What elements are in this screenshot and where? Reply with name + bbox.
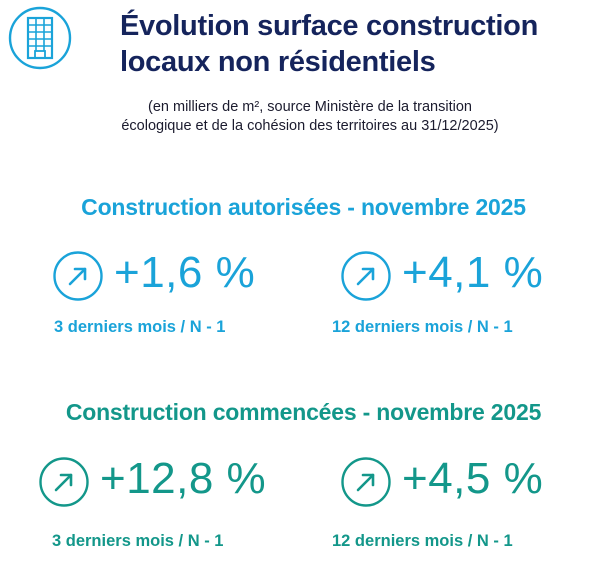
- figure-authorized-3-months: +1,6 % 3 derniers mois / N - 1: [52, 248, 312, 350]
- title-line-1: Évolution surface construction: [120, 10, 538, 42]
- figure-value: +12,8 %: [100, 454, 267, 503]
- page-title: Évolution surface construction locaux no…: [120, 8, 538, 80]
- figure-value: +1,6 %: [114, 248, 256, 297]
- arrow-up-right-circle-icon: [341, 457, 391, 507]
- figure-started-3-months: +12,8 % 3 derniers mois / N - 1: [38, 454, 298, 556]
- source-note-line-1: (en milliers de m², source Ministère de …: [148, 99, 472, 115]
- figure-authorized-12-months: +4,1 % 12 derniers mois / N - 1: [332, 248, 600, 350]
- figure-caption: 3 derniers mois / N - 1: [54, 318, 226, 336]
- office-building-icon: [8, 6, 72, 70]
- arrow-up-right-circle-icon: [341, 251, 391, 301]
- title-line-2: locaux non résidentiels: [120, 46, 436, 78]
- header: Évolution surface construction locaux no…: [8, 6, 598, 86]
- arrow-up-right-circle-icon: [53, 251, 103, 301]
- arrow-up-right-circle-icon: [39, 457, 89, 507]
- section-title-authorized: Construction autorisées - novembre 2025: [81, 194, 526, 220]
- source-note: (en milliers de m², source Ministère de …: [30, 98, 590, 136]
- figure-value: +4,1 %: [402, 248, 544, 297]
- source-note-line-2: écologique et de la cohésion des territo…: [121, 118, 499, 134]
- section-title-started: Construction commencées - novembre 2025: [65, 399, 542, 425]
- figure-caption: 12 derniers mois / N - 1: [332, 532, 513, 550]
- figure-caption: 12 derniers mois / N - 1: [332, 318, 513, 336]
- figure-started-12-months: +4,5 % 12 derniers mois / N - 1: [332, 454, 600, 556]
- figure-value: +4,5 %: [402, 454, 544, 503]
- figure-caption: 3 derniers mois / N - 1: [52, 532, 224, 550]
